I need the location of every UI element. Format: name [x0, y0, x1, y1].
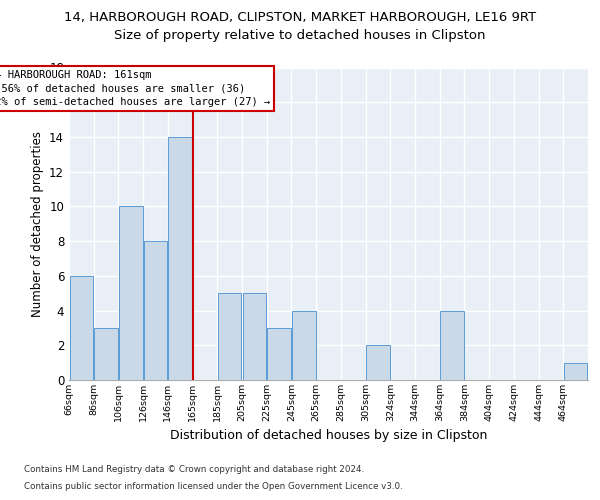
Text: Contains HM Land Registry data © Crown copyright and database right 2024.: Contains HM Land Registry data © Crown c… — [24, 465, 364, 474]
Y-axis label: Number of detached properties: Number of detached properties — [31, 130, 44, 317]
Bar — [564, 362, 587, 380]
Bar — [119, 206, 143, 380]
Bar — [144, 241, 167, 380]
Bar — [94, 328, 118, 380]
Bar — [242, 293, 266, 380]
Text: Contains public sector information licensed under the Open Government Licence v3: Contains public sector information licen… — [24, 482, 403, 491]
Text: 14, HARBOROUGH ROAD, CLIPSTON, MARKET HARBOROUGH, LE16 9RT: 14, HARBOROUGH ROAD, CLIPSTON, MARKET HA… — [64, 11, 536, 24]
Bar — [218, 293, 241, 380]
Bar — [268, 328, 291, 380]
Text: 14 HARBOROUGH ROAD: 161sqm
← 56% of detached houses are smaller (36)
42% of semi: 14 HARBOROUGH ROAD: 161sqm ← 56% of deta… — [0, 70, 270, 106]
Bar — [292, 310, 316, 380]
Bar — [169, 137, 192, 380]
X-axis label: Distribution of detached houses by size in Clipston: Distribution of detached houses by size … — [170, 430, 487, 442]
Text: Size of property relative to detached houses in Clipston: Size of property relative to detached ho… — [114, 29, 486, 42]
Bar — [440, 310, 464, 380]
Bar — [70, 276, 93, 380]
Bar — [366, 346, 389, 380]
